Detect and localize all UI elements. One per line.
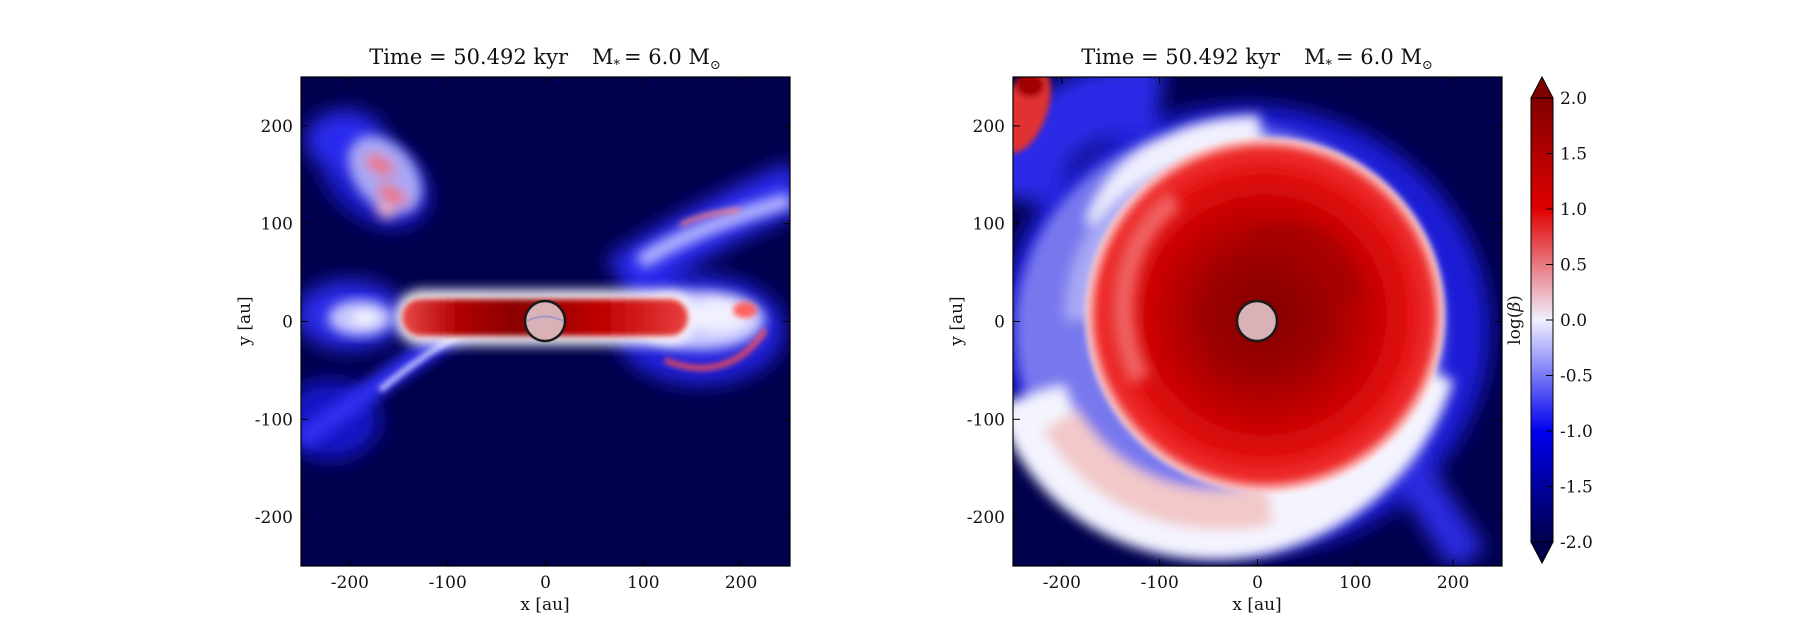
x-tick-label-left: 0 <box>540 573 551 593</box>
x-tick-label-right: -100 <box>1141 573 1179 593</box>
y-tick-label-left: 100 <box>261 215 293 235</box>
y-tick-label-left: 0 <box>282 313 293 333</box>
y-axis-label-right: y [au] <box>947 296 967 346</box>
x-tick-label-left: -200 <box>331 573 369 593</box>
x-tick-label-left: 100 <box>627 573 659 593</box>
sink-particle-left <box>523 299 567 343</box>
x-tick-label-right: 200 <box>1437 573 1469 593</box>
colorbar: -2.0 -1.5 -1.0 -0.5 0.0 0.5 1.0 1.5 2.0 log(β) <box>1505 75 1593 565</box>
colorbar-tick-label: 0.5 <box>1560 256 1587 276</box>
colorbar-extend-max <box>1530 75 1554 99</box>
x-tick-label-left: 200 <box>725 573 757 593</box>
sink-particle-right <box>1235 299 1279 343</box>
x-tick-label-left: -100 <box>429 573 467 593</box>
colorbar-extend-min <box>1530 541 1554 565</box>
colorbar-tick-label: -0.5 <box>1560 367 1593 387</box>
y-tick-label-left: 200 <box>261 117 293 137</box>
colorbar-tick-label: 0.0 <box>1560 311 1587 331</box>
colorbar-tick-label: 2.0 <box>1560 89 1587 109</box>
x-axis-label-right: x [au] <box>1232 595 1281 615</box>
y-tick-label-left: -100 <box>255 410 293 430</box>
colorbar-tick-label: 1.0 <box>1560 200 1587 220</box>
y-tick-label-left: -200 <box>255 508 293 528</box>
panel-right-title: Time = 50.492 kyr M* = 6.0 M⊙ <box>1081 45 1433 73</box>
colorbar-tick-label: -2.0 <box>1560 533 1593 553</box>
colorbar-tick-label: -1.5 <box>1560 478 1593 498</box>
panel-left: Time = 50.492 kyr M* = 6.0 M⊙ <box>235 45 791 615</box>
y-tick-label-right: -200 <box>967 508 1005 528</box>
x-tick-label-right: 100 <box>1339 573 1371 593</box>
x-axis-label-left: x [au] <box>520 595 569 615</box>
heatmap-left <box>301 77 790 566</box>
panel-left-title: Time = 50.492 kyr M* = 6.0 M⊙ <box>369 45 721 73</box>
colorbar-tick-label: 1.5 <box>1560 145 1587 165</box>
y-axis-label-left: y [au] <box>235 296 255 346</box>
y-tick-label-right: 200 <box>973 117 1005 137</box>
heatmap-right <box>1013 77 1502 566</box>
colorbar-label: log(β) <box>1505 295 1525 345</box>
y-tick-label-right: -100 <box>967 410 1005 430</box>
panel-right: Time = 50.492 kyr M* = 6.0 M⊙ <box>947 45 1503 615</box>
colorbar-tick-label: -1.0 <box>1560 422 1593 442</box>
y-tick-label-right: 0 <box>994 313 1005 333</box>
x-tick-label-right: -200 <box>1043 573 1081 593</box>
y-tick-label-right: 100 <box>973 215 1005 235</box>
x-tick-label-right: 0 <box>1252 573 1263 593</box>
